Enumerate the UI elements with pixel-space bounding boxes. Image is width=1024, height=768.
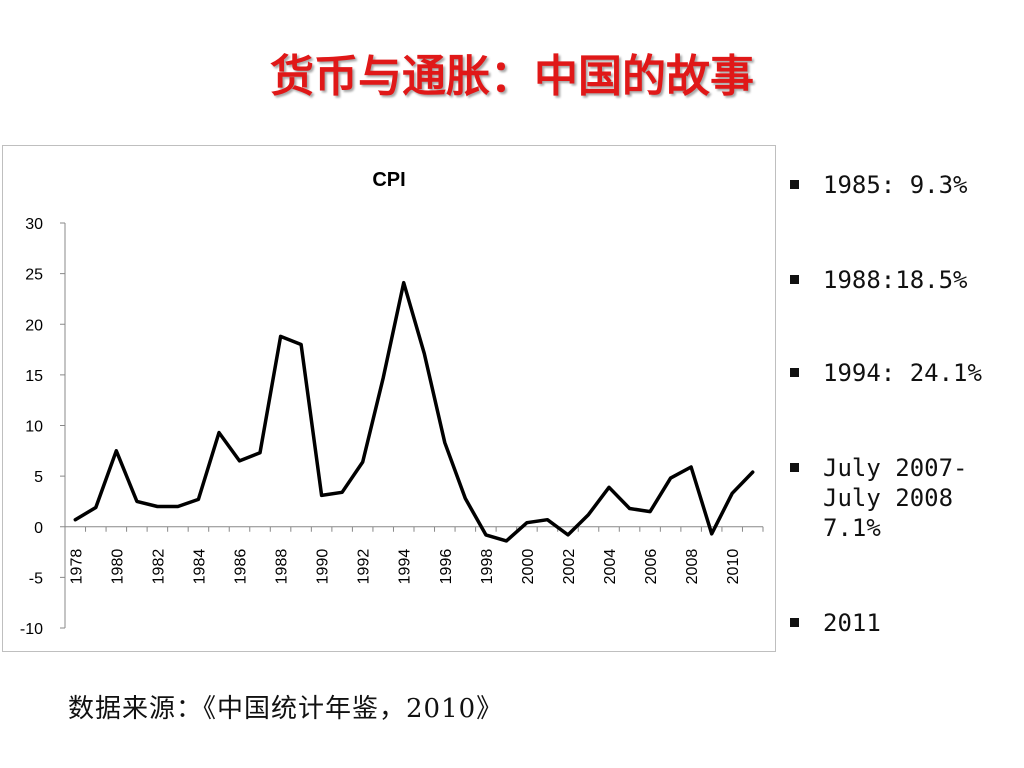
slide-title: 货币与通胀：中国的故事 xyxy=(270,51,754,102)
x-tick-label: 2000 xyxy=(520,549,537,585)
bullet-text: July 2007- July 2008 7.1% xyxy=(823,454,968,542)
bullet-marker-icon xyxy=(790,180,799,189)
x-tick-label: 1994 xyxy=(397,549,414,585)
y-tick-label: -5 xyxy=(29,570,43,587)
series-line-cpi xyxy=(73,280,755,543)
y-tick-label: 30 xyxy=(25,216,43,233)
y-tick-label: 15 xyxy=(25,368,43,385)
bullet-marker-icon xyxy=(790,618,799,627)
bullet-item: 1994: 24.1% xyxy=(790,358,982,388)
x-tick-label: 1998 xyxy=(479,549,496,585)
x-tick-label: 1984 xyxy=(191,549,208,585)
x-tick-label: 1978 xyxy=(68,549,85,585)
bullet-marker-icon xyxy=(790,463,799,472)
bullet-text: 1985: 9.3% xyxy=(823,171,968,199)
x-tick-label: 2006 xyxy=(643,549,660,585)
y-tick-label: 5 xyxy=(34,469,43,486)
x-tick-label: 1996 xyxy=(438,549,455,585)
chart-frame: CPI 30 25 20 15 10 5 0 -5 -10 1978 1980 1982 1984 1986… xyxy=(2,145,776,652)
x-tick-label: 1990 xyxy=(315,549,332,585)
y-tick-label: -10 xyxy=(20,621,43,638)
cpi-line-chart: CPI 30 25 20 15 10 5 0 -5 -10 1978 1980 1982 1984 1986… xyxy=(20,169,764,638)
x-tick-label: 1986 xyxy=(233,549,250,585)
x-tick-label: 1992 xyxy=(356,549,373,585)
x-tick-label: 2010 xyxy=(725,549,742,585)
x-tick-label: 2008 xyxy=(684,549,701,585)
chart-title: CPI xyxy=(372,169,405,191)
y-tick-label: 10 xyxy=(25,419,43,436)
x-tick-label: 1988 xyxy=(274,549,291,585)
bullet-item: July 2007- July 2008 7.1% xyxy=(790,453,968,543)
x-tick-label: 2004 xyxy=(602,549,619,585)
x-tick-label: 1982 xyxy=(150,549,167,585)
y-tick-label: 0 xyxy=(34,520,43,537)
x-tick-label: 2002 xyxy=(561,549,578,585)
y-tick-label: 20 xyxy=(25,317,43,334)
bullet-text: 1988:18.5% xyxy=(823,266,968,294)
bullet-text: 2011 xyxy=(823,609,881,637)
y-tick-label: 25 xyxy=(25,267,43,284)
source-note: 数据来源：《中国统计年鉴，2010》 xyxy=(68,694,504,724)
bullet-item: 2011 xyxy=(790,608,881,638)
bullet-text: 1994: 24.1% xyxy=(823,359,982,387)
x-tick-label: 1980 xyxy=(109,549,126,585)
bullet-item: 1988:18.5% xyxy=(790,265,968,295)
bullet-marker-icon xyxy=(790,368,799,377)
bullet-item: 1985: 9.3% xyxy=(790,170,968,200)
bullet-marker-icon xyxy=(790,275,799,284)
